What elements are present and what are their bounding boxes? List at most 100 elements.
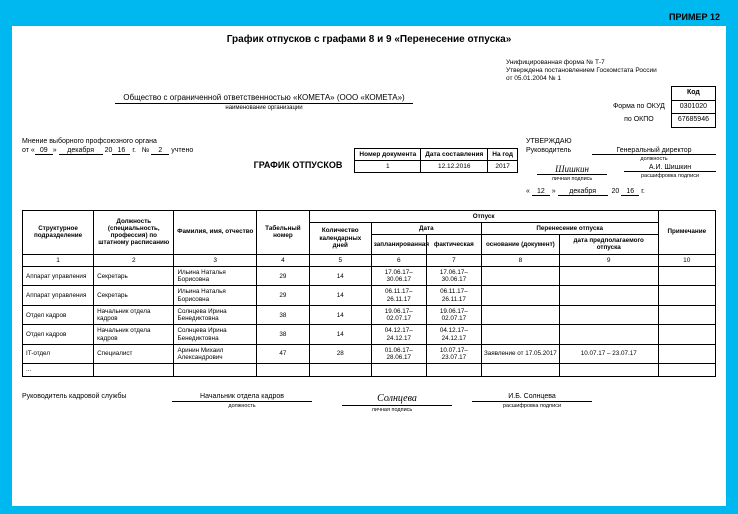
top-left: Общество с ограниченной ответственностью… (22, 59, 506, 128)
org-name: Общество с ограниченной ответственностью… (115, 93, 412, 104)
table-cell: 17.06.17–30.06.17 (371, 266, 426, 285)
table-cell: Аппарат управления (23, 286, 94, 305)
kod-box: Код Форма по ОКУД0301020 по ОКПО67685946 (607, 86, 716, 127)
table-cell: 06.11.17–26.11.17 (371, 286, 426, 305)
top-row: Общество с ограниченной ответственностью… (22, 59, 716, 128)
approve-day: 12 (532, 188, 550, 196)
col-7: фактическая (426, 235, 481, 254)
union-day: 09 (35, 147, 53, 155)
union-g: г. (132, 147, 136, 154)
table-cell: Отдел кадров (23, 305, 94, 324)
approve-name: А.И. Шишкин (624, 164, 716, 172)
meta-v2: 12.12.2016 (421, 160, 488, 172)
footer-name: И.Б. Солнцева (472, 393, 592, 402)
approve-block: УТВЕРЖДАЮ Руководитель Генеральный дирек… (526, 138, 716, 196)
main-table: Структурное подразделение Должность (спе… (22, 210, 716, 377)
form-info-2: Утверждена постановлением Госкомстата Ро… (506, 67, 716, 75)
table-cell: Отдел кадров (23, 325, 94, 344)
table-cell: 29 (257, 286, 310, 305)
table-cell: Начальник отдела кадров (94, 305, 174, 324)
union-numlbl: № (142, 147, 150, 154)
approve-role: Генеральный директор (592, 147, 716, 155)
col-date-grp: Дата (371, 222, 481, 234)
approve-year: 16 (621, 188, 639, 196)
approve-role-cap: должность (592, 156, 716, 162)
table-cell: Аппарат управления (23, 266, 94, 285)
table-row: Отдел кадровНачальник отдела кадровСолнц… (23, 325, 716, 344)
table-cell: 14 (309, 286, 371, 305)
table-cell: 19.06.17–02.07.17 (426, 305, 481, 324)
num-1: 1 (23, 254, 94, 266)
footer-sig-cap: личная подпись (342, 407, 442, 413)
num-6: 6 (371, 254, 426, 266)
kod-header: Код (671, 87, 715, 100)
meta-h3: На год (488, 148, 518, 160)
table-cell: Начальник отдела кадров (94, 325, 174, 344)
table-cell (559, 286, 658, 305)
num-4: 4 (257, 254, 310, 266)
table-cell (481, 305, 559, 324)
document-sheet: График отпусков с графами 8 и 9 «Перенес… (12, 26, 726, 506)
num-9: 9 (559, 254, 658, 266)
table-cell (559, 325, 658, 344)
table-cell: 10.07.17–23.07.17 (426, 344, 481, 363)
col-10: Примечание (658, 210, 715, 254)
meta-h1: Номер документа (355, 148, 421, 160)
union-from: от « (22, 147, 35, 154)
approve-sig: Шишкин (537, 164, 607, 175)
approve-header: УТВЕРЖДАЮ (526, 138, 716, 145)
okud-label: Форма по ОКУД (607, 100, 671, 113)
example-label: ПРИМЕР 12 (12, 10, 726, 26)
meta-v3: 2017 (488, 160, 518, 172)
table-cell (559, 305, 658, 324)
table-cell: 10.07.17 – 23.07.17 (559, 344, 658, 363)
table-row: IT-отделСпециалистАринин Михаил Александ… (23, 344, 716, 363)
okpo-value: 67685946 (671, 114, 715, 127)
footer-sig: Солнцева (342, 393, 452, 406)
approve-name-cap: расшифровка подписи (624, 173, 716, 179)
table-row: Отдел кадровНачальник отдела кадровСолнц… (23, 305, 716, 324)
table-cell: Специалист (94, 344, 174, 363)
table-cell: Солнцева Ирина Бенедиктовна (174, 305, 257, 324)
table-cell: IT-отдел (23, 344, 94, 363)
table-cell (658, 266, 715, 285)
footer: Руководитель кадровой службы Начальник о… (22, 393, 716, 413)
approve-date: « 12 » декабря 20 16 г. (526, 188, 716, 196)
table-body: Аппарат управленияСекретарьИльина Наталь… (23, 266, 716, 363)
num-3: 3 (174, 254, 257, 266)
num-5: 5 (309, 254, 371, 266)
table-cell (559, 266, 658, 285)
okud-value: 0301020 (671, 100, 715, 113)
table-cell (658, 286, 715, 305)
okpo-label: по ОКПО (607, 114, 671, 127)
table-cell: 17.06.17–30.06.17 (426, 266, 481, 285)
col-1: Структурное подразделение (23, 210, 94, 254)
union-month: декабря (59, 147, 103, 155)
form-info-1: Унифицированная форма № Т-7 (506, 59, 716, 67)
approve-g: г. (641, 188, 645, 195)
footer-name-col: И.Б. Солнцева расшифровка подписи (472, 393, 592, 409)
table-cell: 14 (309, 305, 371, 324)
kod-table: Код Форма по ОКУД0301020 по ОКПО67685946 (607, 86, 716, 127)
footer-pos: Начальник отдела кадров (172, 393, 312, 402)
table-cell: Ильина Наталья Борисовна (174, 286, 257, 305)
union-ypre: 20 (105, 147, 113, 154)
footer-pos-col: Начальник отдела кадров должность (172, 393, 312, 409)
table-cell: Солнцева Ирина Бенедиктовна (174, 325, 257, 344)
union-acc: учтено (171, 147, 193, 154)
ellipsis-row: ... (23, 364, 716, 376)
table-cell (658, 344, 715, 363)
table-row: Аппарат управленияСекретарьИльина Наталь… (23, 266, 716, 285)
col-grp: Отпуск (309, 210, 658, 222)
table-cell: 19.06.17–02.07.17 (371, 305, 426, 324)
col-trans-grp: Перенесение отпуска (481, 222, 658, 234)
doc-meta: Номер документа Дата составления На год … (354, 148, 518, 173)
top-right: Унифицированная форма № Т-7 Утверждена п… (506, 59, 716, 128)
num-10: 10 (658, 254, 715, 266)
table-cell: 38 (257, 305, 310, 324)
table-cell: Заявление от 17.05.2017 (481, 344, 559, 363)
union-block: Мнение выборного профсоюзного органа от … (22, 138, 232, 155)
graf-title: ГРАФИК ОТПУСКОВ (240, 160, 346, 170)
footer-name-cap: расшифровка подписи (472, 403, 592, 409)
table-cell: 29 (257, 266, 310, 285)
